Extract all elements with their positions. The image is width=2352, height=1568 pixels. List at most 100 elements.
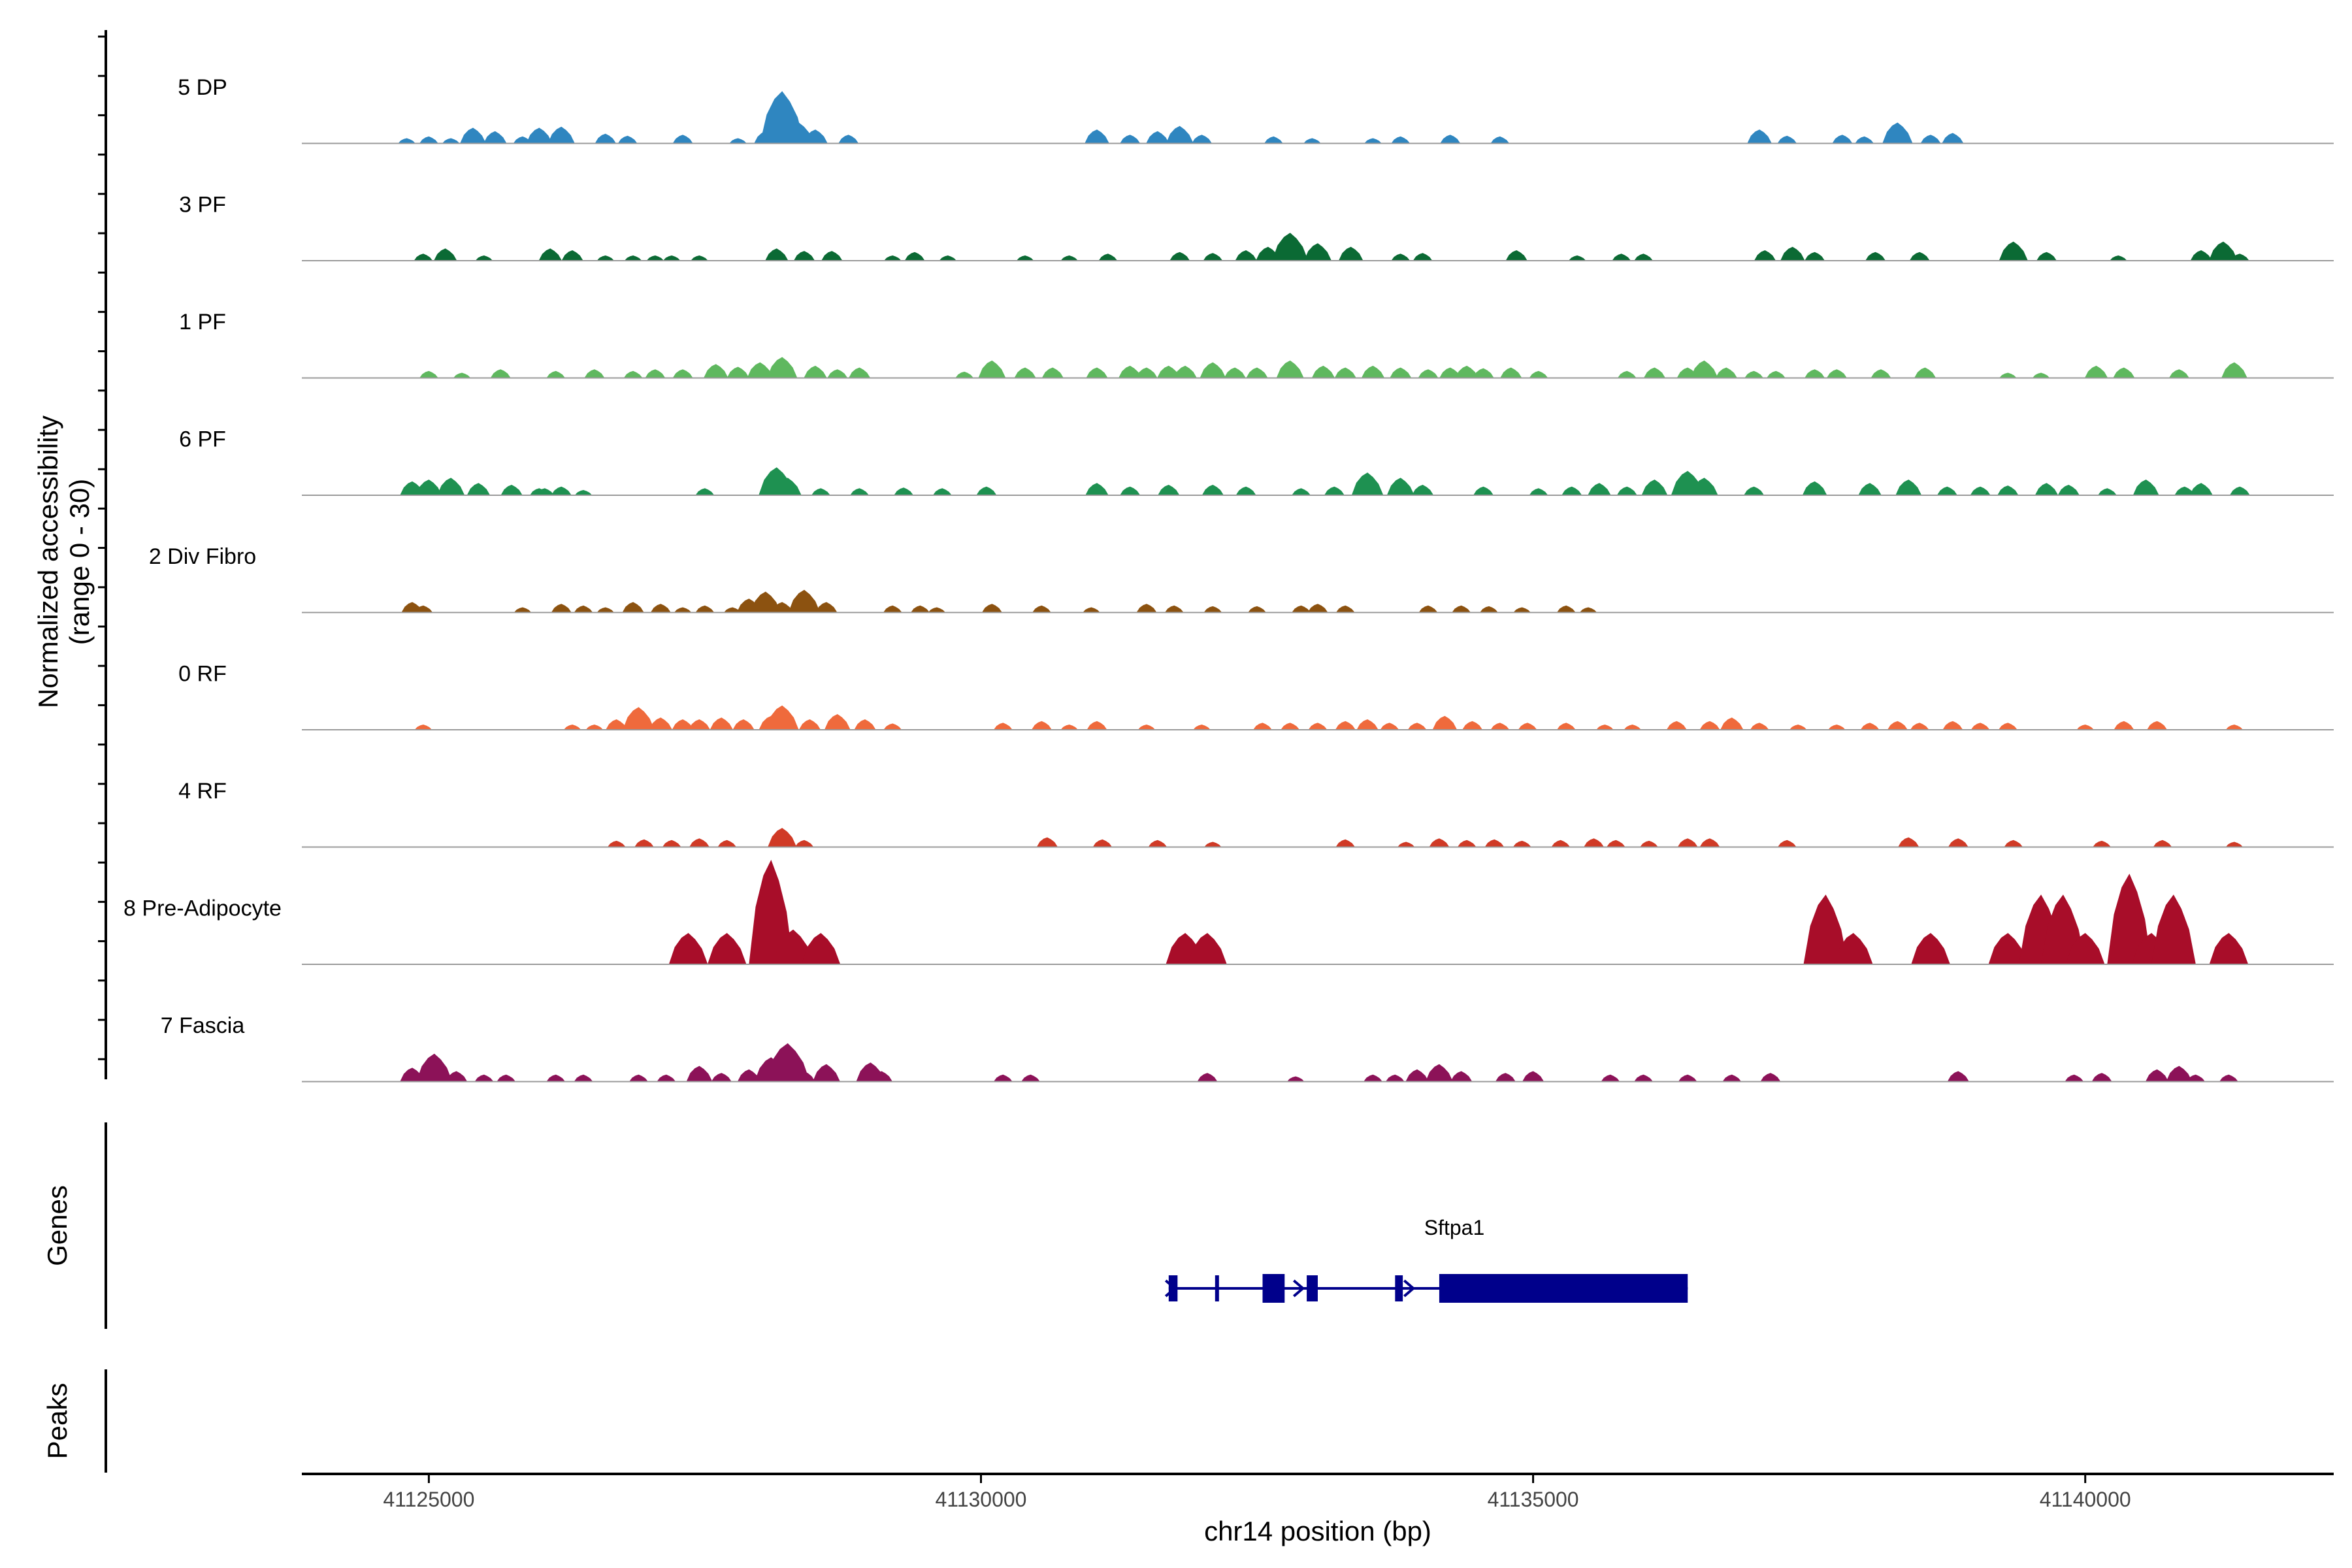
gene-track-label: Genes — [42, 1185, 73, 1266]
coverage-peak — [1021, 1074, 1040, 1082]
coverage-peak — [1858, 483, 1882, 495]
coverage-peak — [2221, 362, 2247, 378]
coverage-peak — [774, 478, 802, 495]
coverage-peak — [2065, 933, 2105, 964]
coverage-peak — [414, 605, 433, 613]
coverage-peak — [801, 933, 841, 964]
coverage-peak — [850, 488, 869, 495]
coverage-peak — [1200, 362, 1226, 378]
coverage-peak — [1803, 894, 1848, 964]
coverage-peak — [2110, 255, 2127, 261]
gene-track: Sftpa1 — [1164, 1216, 1688, 1303]
coverage-peak — [1386, 478, 1414, 495]
coverage-peak — [1826, 369, 1847, 378]
coverage-peak — [1085, 483, 1109, 495]
coverage-peak — [1777, 840, 1797, 847]
coverage-peak — [1484, 839, 1505, 847]
coverage-peak — [1164, 605, 1184, 613]
coverage-peak — [1391, 253, 1411, 261]
coverage-peak — [446, 1071, 468, 1082]
coverage-peak — [695, 488, 715, 495]
coverage-peak — [1224, 367, 1246, 378]
coverage-peak — [1832, 135, 1853, 144]
coverage-peak — [1898, 837, 1919, 847]
coverage-peak — [1281, 723, 1300, 730]
coverage-peak — [674, 607, 692, 613]
coverage-peak — [798, 719, 821, 730]
coverage-peak — [1947, 1071, 1969, 1082]
coverage-peak — [1148, 840, 1168, 847]
coverage-peak — [1910, 723, 1929, 730]
coverage-peak — [1457, 840, 1477, 847]
coverage-peak — [1136, 604, 1157, 613]
gene-strand-arrow — [1164, 1279, 1177, 1298]
coverage-peak — [474, 1074, 494, 1082]
coverage-peak — [1870, 369, 1891, 378]
coverage-peak — [2229, 486, 2250, 495]
coverage-peak — [1780, 246, 1805, 261]
coverage-peak — [574, 490, 593, 495]
coverage-peak — [2151, 894, 2196, 964]
coverage-peak — [1439, 367, 1462, 378]
coverage-peak — [1092, 839, 1113, 847]
coverage-peak — [460, 127, 486, 144]
coverage-peak — [1556, 723, 1576, 730]
coverage-peak — [981, 604, 1002, 613]
coverage-peak — [649, 717, 672, 730]
coverage-peak — [749, 860, 794, 964]
coverage-peak — [1418, 369, 1439, 378]
coverage-peak — [993, 1074, 1013, 1082]
coverage-peak — [815, 602, 838, 613]
coverage-peak — [1744, 486, 1765, 495]
coverage-peak — [607, 840, 626, 847]
coverage-peak — [1425, 1064, 1453, 1082]
coverage-peak — [1828, 725, 1846, 730]
coverage-peak — [2153, 840, 2172, 847]
x-axis-tick-label: 41130000 — [935, 1488, 1026, 1511]
coverage-peak — [2034, 483, 2059, 495]
coverage-peak — [1551, 840, 1571, 847]
coverage-peak — [1169, 252, 1190, 261]
coverage-peak — [645, 369, 666, 378]
coverage-peak — [650, 604, 671, 613]
coverage-peak — [419, 136, 438, 144]
coverage-peak — [710, 717, 733, 730]
coverage-y-axis — [98, 30, 107, 1079]
coverage-peak — [1634, 1074, 1653, 1082]
coverage-peak — [870, 1071, 892, 1082]
coverage-peak — [1744, 370, 1763, 378]
coverage-peak — [551, 486, 572, 495]
coverage-peak — [1505, 250, 1527, 261]
coverage-peak — [765, 248, 789, 261]
coverage-peak — [1413, 253, 1433, 261]
coverage-peak — [1440, 135, 1461, 144]
coverage-peak — [1060, 255, 1078, 261]
coverage-peak — [1201, 485, 1224, 495]
coverage-peak — [547, 126, 575, 144]
coverage-peak — [1248, 606, 1266, 613]
coverage-peak — [584, 369, 605, 378]
coverage-peak — [1429, 838, 1450, 847]
coverage-peak — [838, 135, 859, 144]
coverage-peak — [1292, 488, 1311, 495]
coverage-peak — [1760, 1073, 1781, 1082]
y-axis-title: Normalized accessibility — [33, 416, 63, 708]
coverage-peak — [2147, 721, 2168, 730]
coverage-peak — [1307, 604, 1328, 613]
coverage-peak — [1016, 255, 1034, 261]
coverage-peak — [475, 255, 493, 261]
coverage-peak — [414, 253, 433, 261]
coverage-peak — [514, 607, 532, 613]
coverage-peak — [978, 360, 1006, 378]
coverage-peak — [904, 252, 925, 261]
coverage-peak — [398, 138, 416, 144]
coverage-peak — [646, 255, 664, 261]
track-label: 0 RF — [178, 662, 227, 687]
coverage-peak — [1361, 365, 1385, 378]
track-7-fascia: 7 Fascia — [161, 1013, 2334, 1083]
coverage-peak — [1617, 370, 1637, 378]
coverage-peak — [606, 719, 628, 730]
coverage-peak — [1834, 933, 1873, 964]
coverage-peak — [634, 839, 654, 847]
coverage-peak — [1292, 605, 1311, 613]
